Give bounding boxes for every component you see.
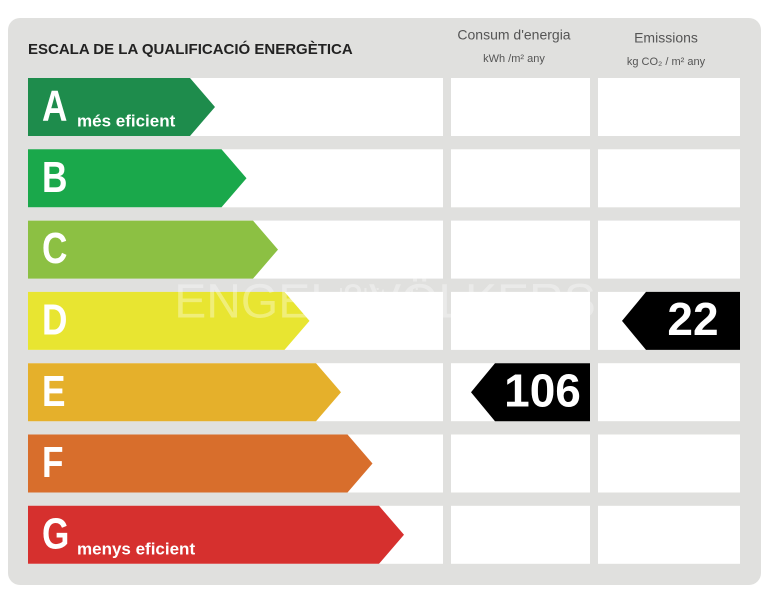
rating-letter: F xyxy=(42,438,64,487)
column-title: Emissions xyxy=(634,30,698,46)
rating-arrow xyxy=(28,505,404,564)
value-label: 106 xyxy=(504,364,581,416)
cell xyxy=(598,220,740,279)
cell xyxy=(451,291,590,350)
rating-arrow xyxy=(28,220,278,279)
rating-letter: B xyxy=(42,153,67,202)
title: ESCALA DE LA QUALIFICACIÓ ENERGÈTICA xyxy=(28,40,353,58)
rating-note: més eficient xyxy=(77,111,176,130)
value-label: 22 xyxy=(667,293,718,345)
rating-arrow xyxy=(28,363,341,422)
rating-arrow xyxy=(28,149,247,208)
cell xyxy=(451,505,590,564)
rating-arrow xyxy=(28,434,373,493)
rating-letter: D xyxy=(42,296,67,345)
watermark-site: habitaclia xyxy=(339,284,433,309)
rating-arrow xyxy=(28,291,310,350)
column-unit: kWh /m² any xyxy=(483,53,545,65)
column-unit: kg CO₂ / m² any xyxy=(627,56,706,68)
column-title: Consum d'energia xyxy=(457,27,570,43)
cell xyxy=(451,78,590,136)
value-marker xyxy=(622,291,740,350)
watermark: ENGEL&VÖLKERS habitaclia xyxy=(174,276,596,329)
rating-letter: G xyxy=(42,510,69,559)
rating-arrow xyxy=(28,78,215,136)
rating-letter: E xyxy=(42,367,65,416)
cell xyxy=(451,434,590,493)
cell xyxy=(598,505,740,564)
cell xyxy=(451,149,590,208)
cell xyxy=(598,434,740,493)
watermark-brand: ENGEL&VÖLKERS xyxy=(174,276,596,329)
rating-letter: C xyxy=(42,225,67,274)
cell xyxy=(451,220,590,279)
rating-note: menys eficient xyxy=(77,539,195,558)
rating-letter: A xyxy=(42,82,67,131)
cell xyxy=(598,149,740,208)
value-marker xyxy=(471,363,590,422)
cell xyxy=(598,78,740,136)
cell xyxy=(598,363,740,422)
